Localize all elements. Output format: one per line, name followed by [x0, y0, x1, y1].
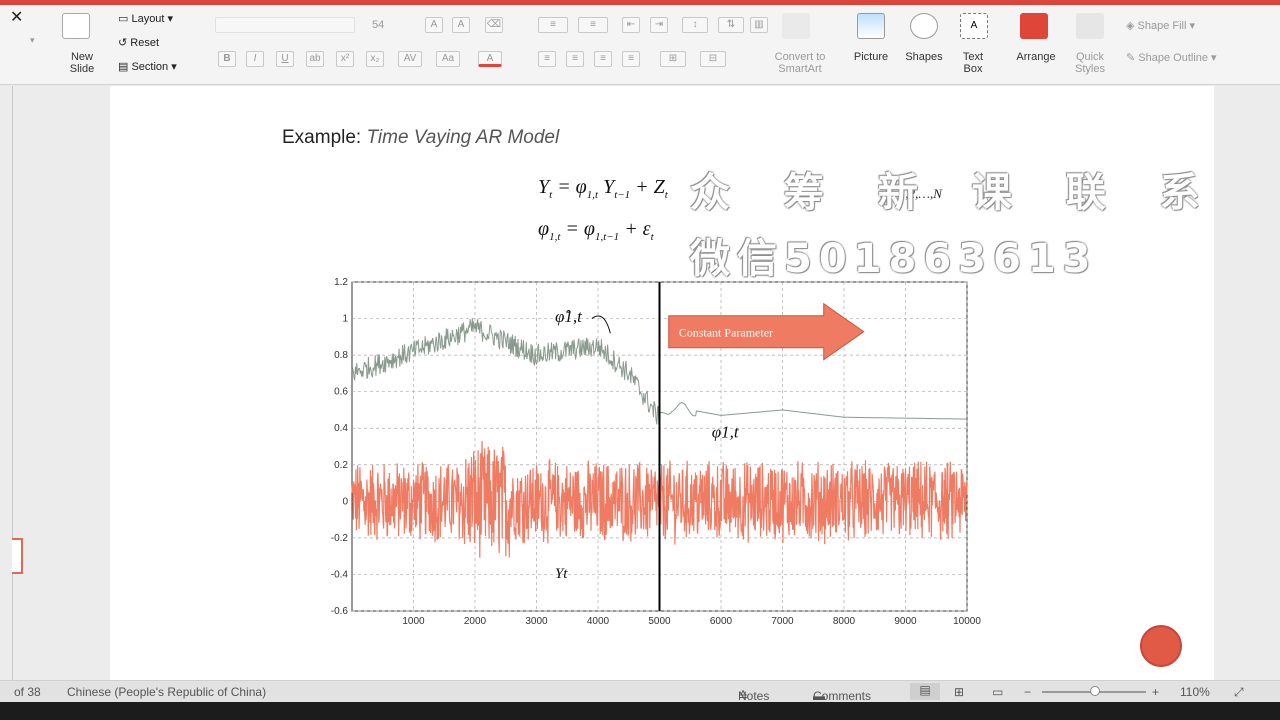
font-color-icon[interactable]: A — [478, 51, 502, 67]
justify-icon[interactable]: ≡ — [622, 51, 640, 67]
align-center-icon[interactable]: ≡ — [566, 51, 584, 67]
font-size-box[interactable]: 54 — [372, 19, 385, 31]
align-left-icon[interactable]: ≡ — [538, 51, 556, 67]
arrange-button[interactable]: Arrange — [1016, 51, 1056, 63]
numbering-icon[interactable]: ≡ — [578, 17, 608, 33]
right-gutter — [1214, 86, 1280, 680]
decrease-indent-icon[interactable]: ⇤ — [622, 17, 640, 33]
line-spacing-icon[interactable]: ↕ — [682, 17, 708, 33]
ribbon: ✕ ▾ New Slide ▭ Layout ▾ ↺ Reset ▤ Secti… — [0, 5, 1280, 85]
italic-icon[interactable]: I — [246, 51, 264, 67]
bold-icon[interactable]: B — [218, 51, 236, 67]
example-title: Time Vaying AR Model — [366, 127, 560, 148]
new-slide-icon[interactable] — [62, 13, 90, 39]
new-slide-button[interactable]: New Slide — [69, 51, 95, 75]
bullets-icon[interactable]: ≡ — [538, 17, 568, 33]
paint-bucket-icon: ◈ — [1126, 20, 1138, 32]
columns-icon[interactable]: ▥ — [750, 17, 768, 33]
notes-icon: ≙ — [738, 689, 749, 703]
layout-button[interactable]: ▭ Layout ▾ — [118, 13, 174, 25]
section-button[interactable]: ▤ Section ▾ — [118, 61, 177, 73]
language-indicator[interactable]: Chinese (People's Republic of China) — [67, 685, 267, 699]
quick-styles-button[interactable]: Quick Styles — [1075, 51, 1105, 75]
shape-fill-label: Shape Fill — [1137, 20, 1187, 32]
section-label: Section — [131, 61, 169, 73]
convert-smartart-button[interactable]: Convert to SmartArt — [774, 51, 826, 75]
underline-icon[interactable]: U — [276, 51, 294, 67]
align-text-icon[interactable]: ⊞ — [660, 51, 686, 67]
reset-button[interactable]: ↺ Reset — [118, 36, 159, 49]
normal-view-icon[interactable]: ▤ — [910, 683, 940, 700]
example-label: Example: — [282, 127, 362, 148]
slide-heading[interactable]: Example: Time Vaying AR Model — [282, 127, 559, 149]
arrange-icon[interactable] — [1020, 13, 1048, 39]
change-case-icon[interactable]: Aa — [436, 51, 460, 67]
textbox-icon[interactable]: A — [960, 13, 988, 39]
fit-slide-icon[interactable]: ⤢ — [1234, 685, 1244, 699]
quick-styles-icon[interactable] — [1076, 13, 1104, 39]
thumbnail-pane — [0, 86, 110, 680]
slide-counter: of 38 — [14, 685, 41, 699]
shape-fill-button[interactable]: ◈ Shape Fill ▾ — [1126, 20, 1196, 32]
reset-icon: ↺ — [118, 37, 131, 49]
status-bar: of 38 Chinese (People's Republic of Chin… — [0, 680, 1280, 703]
selected-thumbnail[interactable] — [12, 538, 23, 574]
reset-label: Reset — [130, 37, 160, 49]
taskbar — [0, 702, 1280, 720]
align-right-icon[interactable]: ≡ — [594, 51, 612, 67]
char-spacing-icon[interactable]: AV — [398, 51, 422, 67]
chevron-down-icon[interactable]: ▾ — [30, 35, 35, 45]
clear-format-icon[interactable]: ⌫ — [485, 17, 503, 33]
notes-label: Notes — [738, 689, 770, 703]
layout-label: Layout — [131, 13, 165, 25]
reading-view-icon[interactable]: ▭ — [992, 685, 1004, 699]
comments-icon: ▬ — [813, 689, 825, 703]
shape-outline-label: Shape Outline — [1138, 52, 1208, 64]
equation-2[interactable]: φ1,t = φ1,t−1 + εt — [538, 218, 654, 243]
record-button[interactable] — [1140, 625, 1182, 667]
strikethrough-icon[interactable]: ab — [306, 51, 324, 67]
equation-1[interactable]: Yt = φ1,t Yt−1 + Zt — [538, 176, 668, 201]
pane-divider[interactable] — [12, 86, 13, 680]
smartart-icon[interactable] — [782, 13, 810, 39]
comments-label: Comments — [813, 689, 872, 703]
text-direction-icon[interactable]: ⇅ — [718, 17, 744, 33]
zoom-level[interactable]: 110% — [1180, 685, 1210, 699]
shapes-button[interactable]: Shapes — [905, 51, 943, 63]
picture-icon[interactable] — [857, 13, 885, 39]
zoom-out-icon[interactable]: − — [1024, 685, 1032, 699]
superscript-icon[interactable]: x² — [336, 51, 354, 67]
grow-font-icon[interactable]: A — [425, 17, 443, 33]
watermark-contact: 众 筹 新 课 联 系 — [690, 170, 1220, 216]
font-name-dropdown[interactable] — [215, 17, 355, 33]
time-index: t = 1,2,…,N — [880, 186, 942, 201]
pen-icon: ✎ — [1126, 52, 1139, 64]
top-accent-bar — [0, 0, 1280, 5]
shape-outline-button[interactable]: ✎ Shape Outline ▾ — [1126, 52, 1217, 64]
shrink-font-icon[interactable]: A — [452, 17, 470, 33]
zoom-slider-thumb[interactable] — [1090, 686, 1100, 696]
close-icon[interactable]: ✕ — [10, 9, 24, 26]
slide-sorter-icon[interactable]: ⊞ — [954, 685, 965, 699]
textbox-button[interactable]: Text Box — [962, 51, 984, 75]
picture-button[interactable]: Picture — [853, 51, 889, 63]
subscript-icon[interactable]: x₂ — [366, 51, 384, 67]
shapes-icon[interactable] — [910, 13, 938, 39]
distribute-icon[interactable]: ⊟ — [700, 51, 726, 67]
section-icon: ▤ — [118, 61, 132, 73]
zoom-in-icon[interactable]: + — [1152, 685, 1160, 699]
watermark-wechat: 微信501863613 — [690, 236, 1098, 282]
layout-icon: ▭ — [118, 13, 132, 25]
increase-indent-icon[interactable]: ⇥ — [650, 17, 668, 33]
